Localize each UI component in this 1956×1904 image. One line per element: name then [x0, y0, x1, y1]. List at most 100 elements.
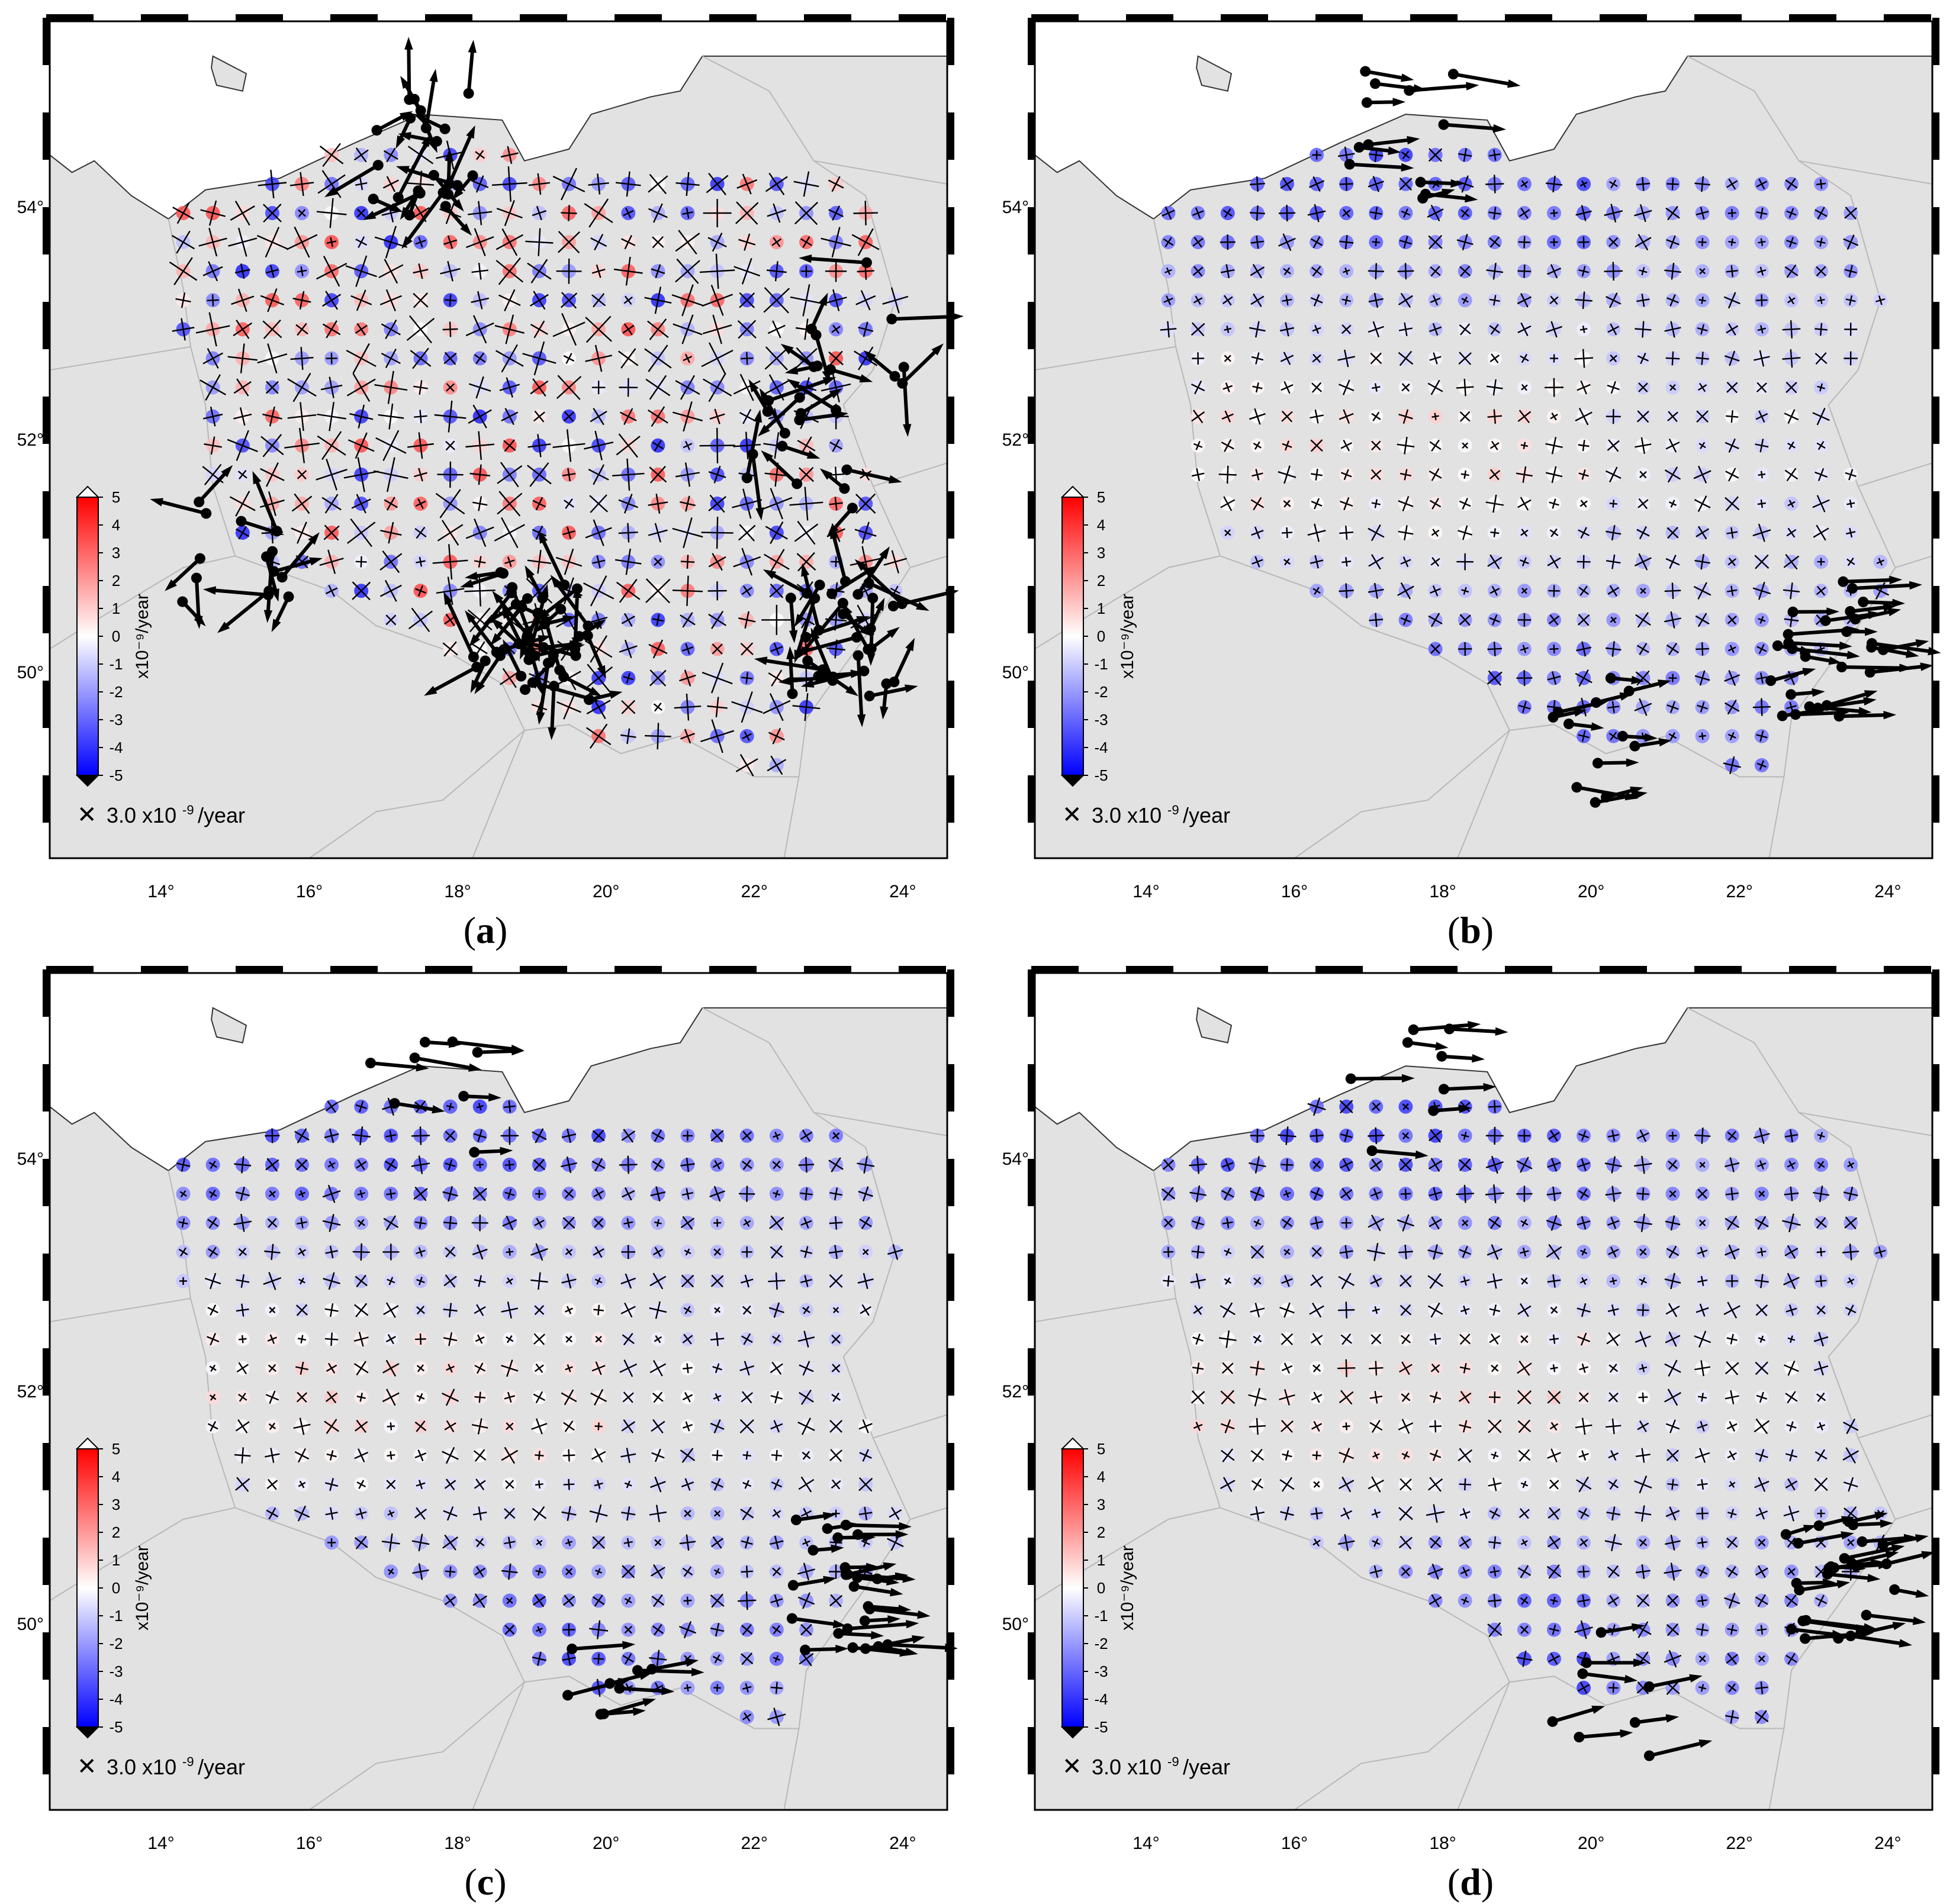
- arrow-node: [851, 632, 862, 643]
- arrow-node: [842, 1569, 853, 1580]
- arrow-node: [1593, 758, 1603, 768]
- panel-caption-a: (a): [0, 908, 971, 952]
- strain-axis: [1368, 271, 1384, 272]
- strain-axis: [1250, 212, 1265, 214]
- strain-axis: [776, 1450, 777, 1461]
- lon-tick-label: 18°: [1429, 882, 1456, 901]
- strain-axis: [450, 462, 451, 488]
- arrow-node: [1420, 189, 1431, 199]
- colorbar-tick-label: 1: [112, 600, 120, 617]
- strain-axis: [684, 1600, 692, 1601]
- arrow-node: [409, 94, 420, 105]
- scale-unit: /year: [198, 1755, 245, 1779]
- lon-tick-label: 22°: [741, 882, 768, 901]
- arrow-node: [1820, 616, 1831, 626]
- colorbar-tick-label: -3: [109, 711, 123, 729]
- colorbar-tick-label: -5: [109, 1718, 123, 1736]
- arrow-node: [468, 170, 478, 181]
- arrow-node: [413, 185, 424, 196]
- strain-axis: [1791, 320, 1792, 339]
- arrow-node: [177, 597, 188, 607]
- strain-axis: [1250, 183, 1265, 185]
- arrow-head: [1928, 647, 1941, 655]
- lat-tick-label: 52°: [17, 1382, 44, 1402]
- lat-tick-label: 52°: [1002, 430, 1029, 450]
- arrow-node: [1788, 607, 1799, 617]
- strain-axis: [1346, 1301, 1347, 1318]
- arrow-node: [632, 1665, 643, 1676]
- arrow-node: [1362, 97, 1372, 108]
- arrow-node: [1772, 640, 1783, 651]
- arrow-node: [890, 371, 900, 382]
- colorbar-tick-label: -2: [109, 1635, 123, 1652]
- arrow-node: [520, 684, 530, 695]
- lat-tick-label: 50°: [1002, 663, 1029, 682]
- lon-tick-label: 14°: [147, 1834, 174, 1853]
- arrow-node: [866, 623, 876, 634]
- lat-tick-label: 52°: [17, 430, 44, 450]
- strain-map-a: 14°16°18°20°22°24°54°52°50°543210-1-2-3-…: [0, 0, 971, 911]
- strain-axis: [1168, 1247, 1169, 1257]
- strain-axis: [450, 295, 451, 306]
- colorbar-tick-label: 0: [112, 1579, 120, 1597]
- arrow-node: [1850, 614, 1861, 624]
- colorbar-label: x10⁻⁹/year: [133, 594, 152, 679]
- panel-caption-b: (b): [985, 908, 1956, 952]
- arrow-node: [808, 1545, 819, 1555]
- strain-arrow: [638, 1670, 697, 1672]
- arrow-node: [842, 1623, 853, 1634]
- arrow-node: [1448, 69, 1459, 79]
- arrow-node: [889, 676, 899, 687]
- colorbar-tick-label: 3: [112, 1496, 120, 1513]
- colorbar-tick-label: -1: [1094, 655, 1108, 673]
- colorbar-tick-label: -5: [1094, 766, 1108, 784]
- strain-axis: [242, 1335, 243, 1343]
- strain-axis: [1340, 184, 1353, 185]
- arrow-node: [873, 1641, 884, 1652]
- arrow-node: [815, 579, 825, 590]
- arrow-node: [852, 589, 863, 600]
- strain-arrow: [790, 653, 793, 694]
- lon-tick-label: 18°: [444, 882, 471, 901]
- strain-axis: [1761, 471, 1762, 478]
- lat-tick-label: 50°: [17, 1615, 44, 1634]
- arrow-node: [897, 598, 908, 609]
- arrow-node: [1786, 689, 1796, 700]
- strain-axis: [717, 517, 718, 549]
- strain-axis: [1519, 242, 1530, 243]
- strain-axis: [1398, 271, 1414, 272]
- colorbar-tick-label: -1: [109, 1607, 123, 1625]
- arrow-node: [267, 546, 278, 557]
- arrow-node: [1777, 711, 1788, 721]
- scale-exponent: -9: [182, 803, 194, 817]
- arrow-node: [507, 582, 517, 593]
- lon-tick-label: 14°: [1133, 882, 1159, 901]
- arrow-node: [852, 1529, 863, 1540]
- colorbar: [77, 1449, 98, 1727]
- arrow-node: [472, 1047, 483, 1058]
- arrow-node: [1630, 741, 1640, 752]
- arrow-node: [806, 324, 817, 334]
- arrow-node: [1354, 142, 1365, 153]
- colorbar-tick-label: 4: [112, 1468, 120, 1486]
- arrow-node: [440, 201, 451, 212]
- arrow-node: [480, 656, 491, 666]
- arrow-node: [860, 1616, 870, 1626]
- lon-tick-label: 20°: [593, 882, 619, 901]
- arrow-node: [812, 360, 823, 371]
- arrow-node: [763, 406, 773, 417]
- colorbar-tick-label: -2: [109, 683, 123, 701]
- strain-axis: [361, 1243, 362, 1261]
- lon-tick-label: 24°: [889, 882, 916, 901]
- lon-tick-label: 14°: [147, 882, 174, 901]
- arrow-node: [1571, 782, 1582, 792]
- colorbar-tick-label: -5: [109, 766, 123, 784]
- strain-axis: [1287, 527, 1288, 538]
- arrow-node: [1858, 597, 1868, 607]
- arrow-node: [777, 441, 787, 452]
- lon-tick-label: 22°: [741, 1834, 768, 1853]
- arrow-node: [538, 642, 549, 653]
- lon-tick-label: 16°: [296, 882, 323, 901]
